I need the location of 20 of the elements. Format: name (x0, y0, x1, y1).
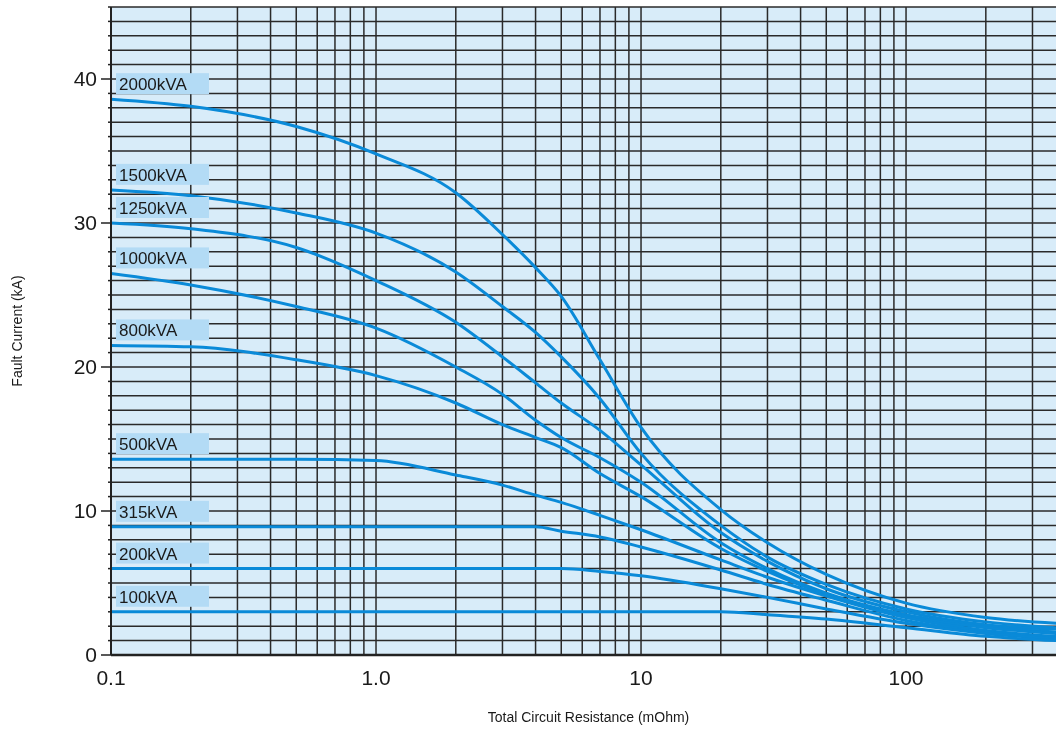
y-tick-label: 10 (73, 499, 97, 523)
series-label: 1250kVA (119, 199, 188, 218)
y-tick-label: 0 (85, 643, 97, 667)
y-axis-title: Fault Current (kA) (9, 275, 25, 387)
x-tick-label: 10 (629, 666, 653, 689)
x-tick-label: 0.1 (96, 666, 126, 689)
x-axis-title: Total Circuit Resistance (mOhm) (487, 709, 690, 725)
x-tick-label: 1.0 (361, 666, 391, 689)
x-tick-label: 100 (888, 666, 924, 689)
series-label: 2000kVA (119, 75, 188, 95)
series-label: 200kVA (119, 544, 178, 564)
y-tick-label: 30 (73, 211, 97, 235)
series-label: 500kVA (119, 435, 178, 455)
series-label: 1000kVA (119, 249, 188, 269)
series-label: 1500kVA (119, 165, 188, 185)
y-tick-label: 20 (73, 355, 97, 379)
y-tick-label: 40 (73, 67, 97, 91)
series-label: 315kVA (119, 502, 178, 522)
series-label: 100kVA (119, 587, 178, 607)
series-label: 800kVA (119, 321, 178, 341)
